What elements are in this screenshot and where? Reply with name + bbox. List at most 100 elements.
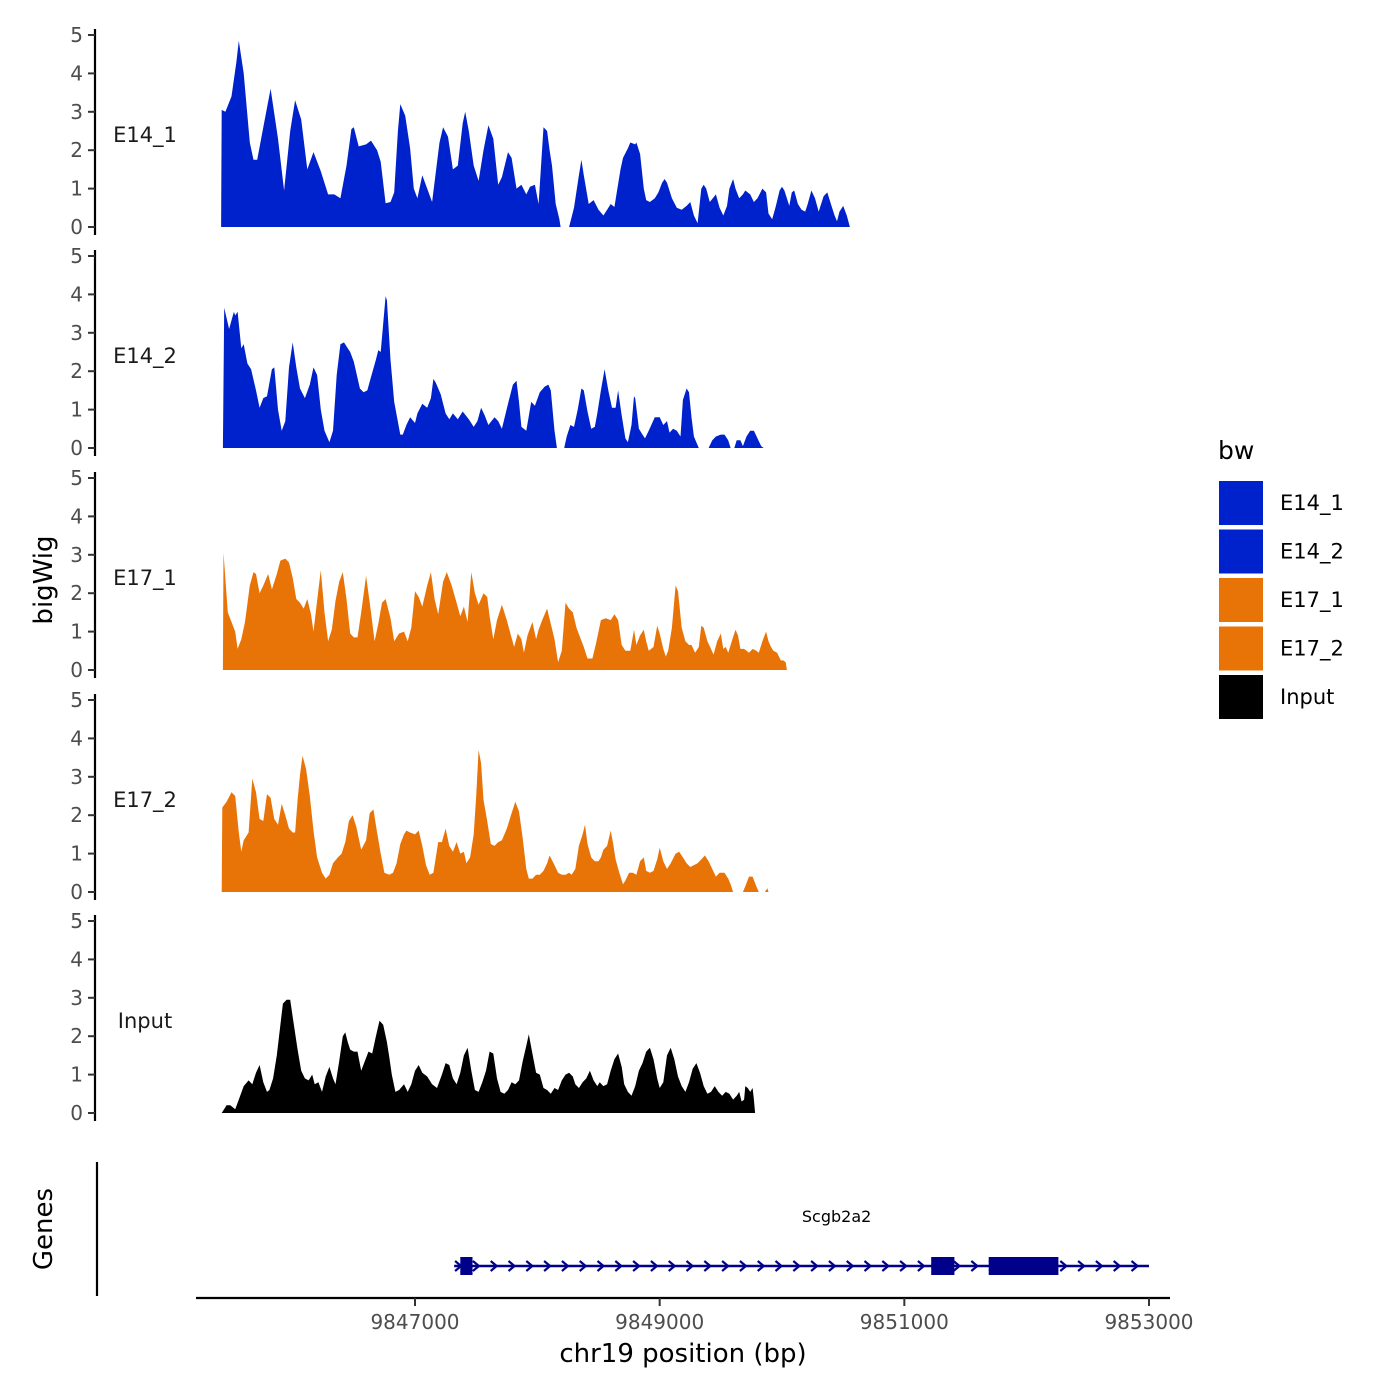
legend-swatch [1217,624,1265,673]
track-label: E17_2 [113,788,177,813]
strand-arrow [561,1260,570,1272]
track-panel: 0 1 2 3 4 5 E14_2 [70,244,764,460]
y-tick-label: 1 [70,1063,83,1087]
legend-title: bw [1218,436,1254,465]
strand-arrow [685,1260,695,1272]
coverage-area-E14_2 [222,296,764,448]
gene-exon [931,1257,955,1275]
track-panel: 0 1 2 3 4 5 E17_1 [70,466,787,682]
strand-arrow [828,1260,837,1272]
strand-arrow [1059,1260,1069,1272]
y-tick-label: 5 [70,244,83,268]
strand-arrow [863,1260,873,1272]
y-tick-label: 2 [70,581,83,605]
strand-arrow [525,1260,535,1272]
y-tick-label: 4 [70,282,83,306]
coverage-area-E17_1 [222,552,787,670]
legend-swatch [1217,527,1265,576]
y-tick-label: 4 [70,947,83,971]
y-tick-label: 3 [70,100,83,124]
strand-arrow [632,1260,641,1272]
y-tick-label: 4 [70,61,83,85]
strand-arrow [899,1260,908,1272]
y-tick-label: 4 [70,726,83,750]
y-tick-label: 3 [70,986,83,1010]
x-tick-label: 9851000 [860,1310,949,1334]
strand-arrow [721,1260,730,1272]
legend: bw E14_1 E14_2 E17_1 E17_2 Input [1217,436,1344,721]
y-tick-label: 5 [70,909,83,933]
strand-arrow [650,1260,659,1272]
gene-label: Scgb2a2 [802,1207,871,1226]
y-tick-label: 3 [70,765,83,789]
x-axis: 9847000 9849000 9851000 9853000 [196,1296,1194,1334]
y-tick-label: 2 [70,1024,83,1048]
track-label: E14_2 [113,344,177,369]
track-panel: 0 1 2 3 4 5 E17_2 [70,688,769,904]
coverage-area-E14_1 [221,40,850,227]
y-tick-label: 1 [70,398,83,422]
x-tick-label: 9849000 [615,1310,704,1334]
strand-arrow [1077,1260,1086,1272]
strand-arrow [845,1260,855,1272]
track-label: Input [118,1009,172,1033]
y-tick-label: 5 [70,466,83,490]
strand-arrow [1095,1260,1104,1272]
strand-arrow [739,1260,748,1272]
legend-label: E14_2 [1280,540,1344,565]
y-tick-label: 1 [70,620,83,644]
y-tick-label: 0 [70,436,83,460]
y-tick-label: 0 [70,215,83,239]
legend-swatch [1217,673,1265,721]
x-tick-label: 9847000 [370,1310,459,1334]
legend-label: E17_2 [1280,637,1344,662]
strand-arrow [667,1260,677,1272]
tracks-group: 0 1 2 3 4 5 E14_1 0 1 2 3 4 5 E14_2 0 1 2 3 4 5 E17_1 0 1 2 3 4 5 E… [70,23,850,1125]
x-ticks: 9847000 9849000 9851000 9853000 [370,1298,1194,1334]
genes-track-title: Genes [29,1188,59,1270]
y-tick-label: 4 [70,504,83,528]
x-axis-title: chr19 position (bp) [559,1339,806,1369]
y-tick-label: 0 [70,658,83,682]
strand-arrow [1112,1260,1122,1272]
y-tick-label: 1 [70,177,83,201]
track-label: E14_1 [113,123,177,148]
track-panel: 0 1 2 3 4 5 Input [70,909,756,1125]
y-tick-label: 5 [70,23,83,47]
legend-swatch [1217,576,1265,624]
strand-arrow [774,1260,784,1272]
strand-arrow [970,1260,980,1272]
y-tick-label: 0 [70,880,83,904]
y-tick-label: 3 [70,543,83,567]
gene-track: Genes Scgb2a2 [29,1162,1149,1296]
strand-arrow [1130,1260,1140,1272]
y-tick-label: 0 [70,1101,83,1125]
gene-exon [460,1257,473,1275]
strand-arrow [810,1260,819,1272]
strand-arrow [703,1260,713,1272]
strand-arrow [472,1260,481,1272]
y-tick-label: 2 [70,138,83,162]
strand-arrow [792,1260,802,1272]
gene-model [454,1257,1149,1275]
gene-exon [988,1257,1059,1275]
y-tick-label: 3 [70,321,83,345]
y-tick-label: 2 [70,803,83,827]
track-label: E17_1 [113,566,177,591]
y-tick-label: 2 [70,359,83,383]
strand-arrow [952,1260,962,1272]
y-tick-label: 1 [70,842,83,866]
y-tick-label: 5 [70,688,83,712]
strand-arrow [917,1260,926,1272]
strand-arrow [596,1260,606,1272]
legend-label: Input [1280,685,1334,709]
track-panel: 0 1 2 3 4 5 E14_1 [70,23,850,239]
legend-label: E17_1 [1280,588,1344,613]
strand-arrow [881,1260,891,1272]
strand-arrow [543,1260,552,1272]
strand-arrow [614,1260,624,1272]
legend-items: E14_1 E14_2 E17_1 E17_2 Input [1217,479,1344,721]
x-tick-label: 9853000 [1104,1310,1193,1334]
